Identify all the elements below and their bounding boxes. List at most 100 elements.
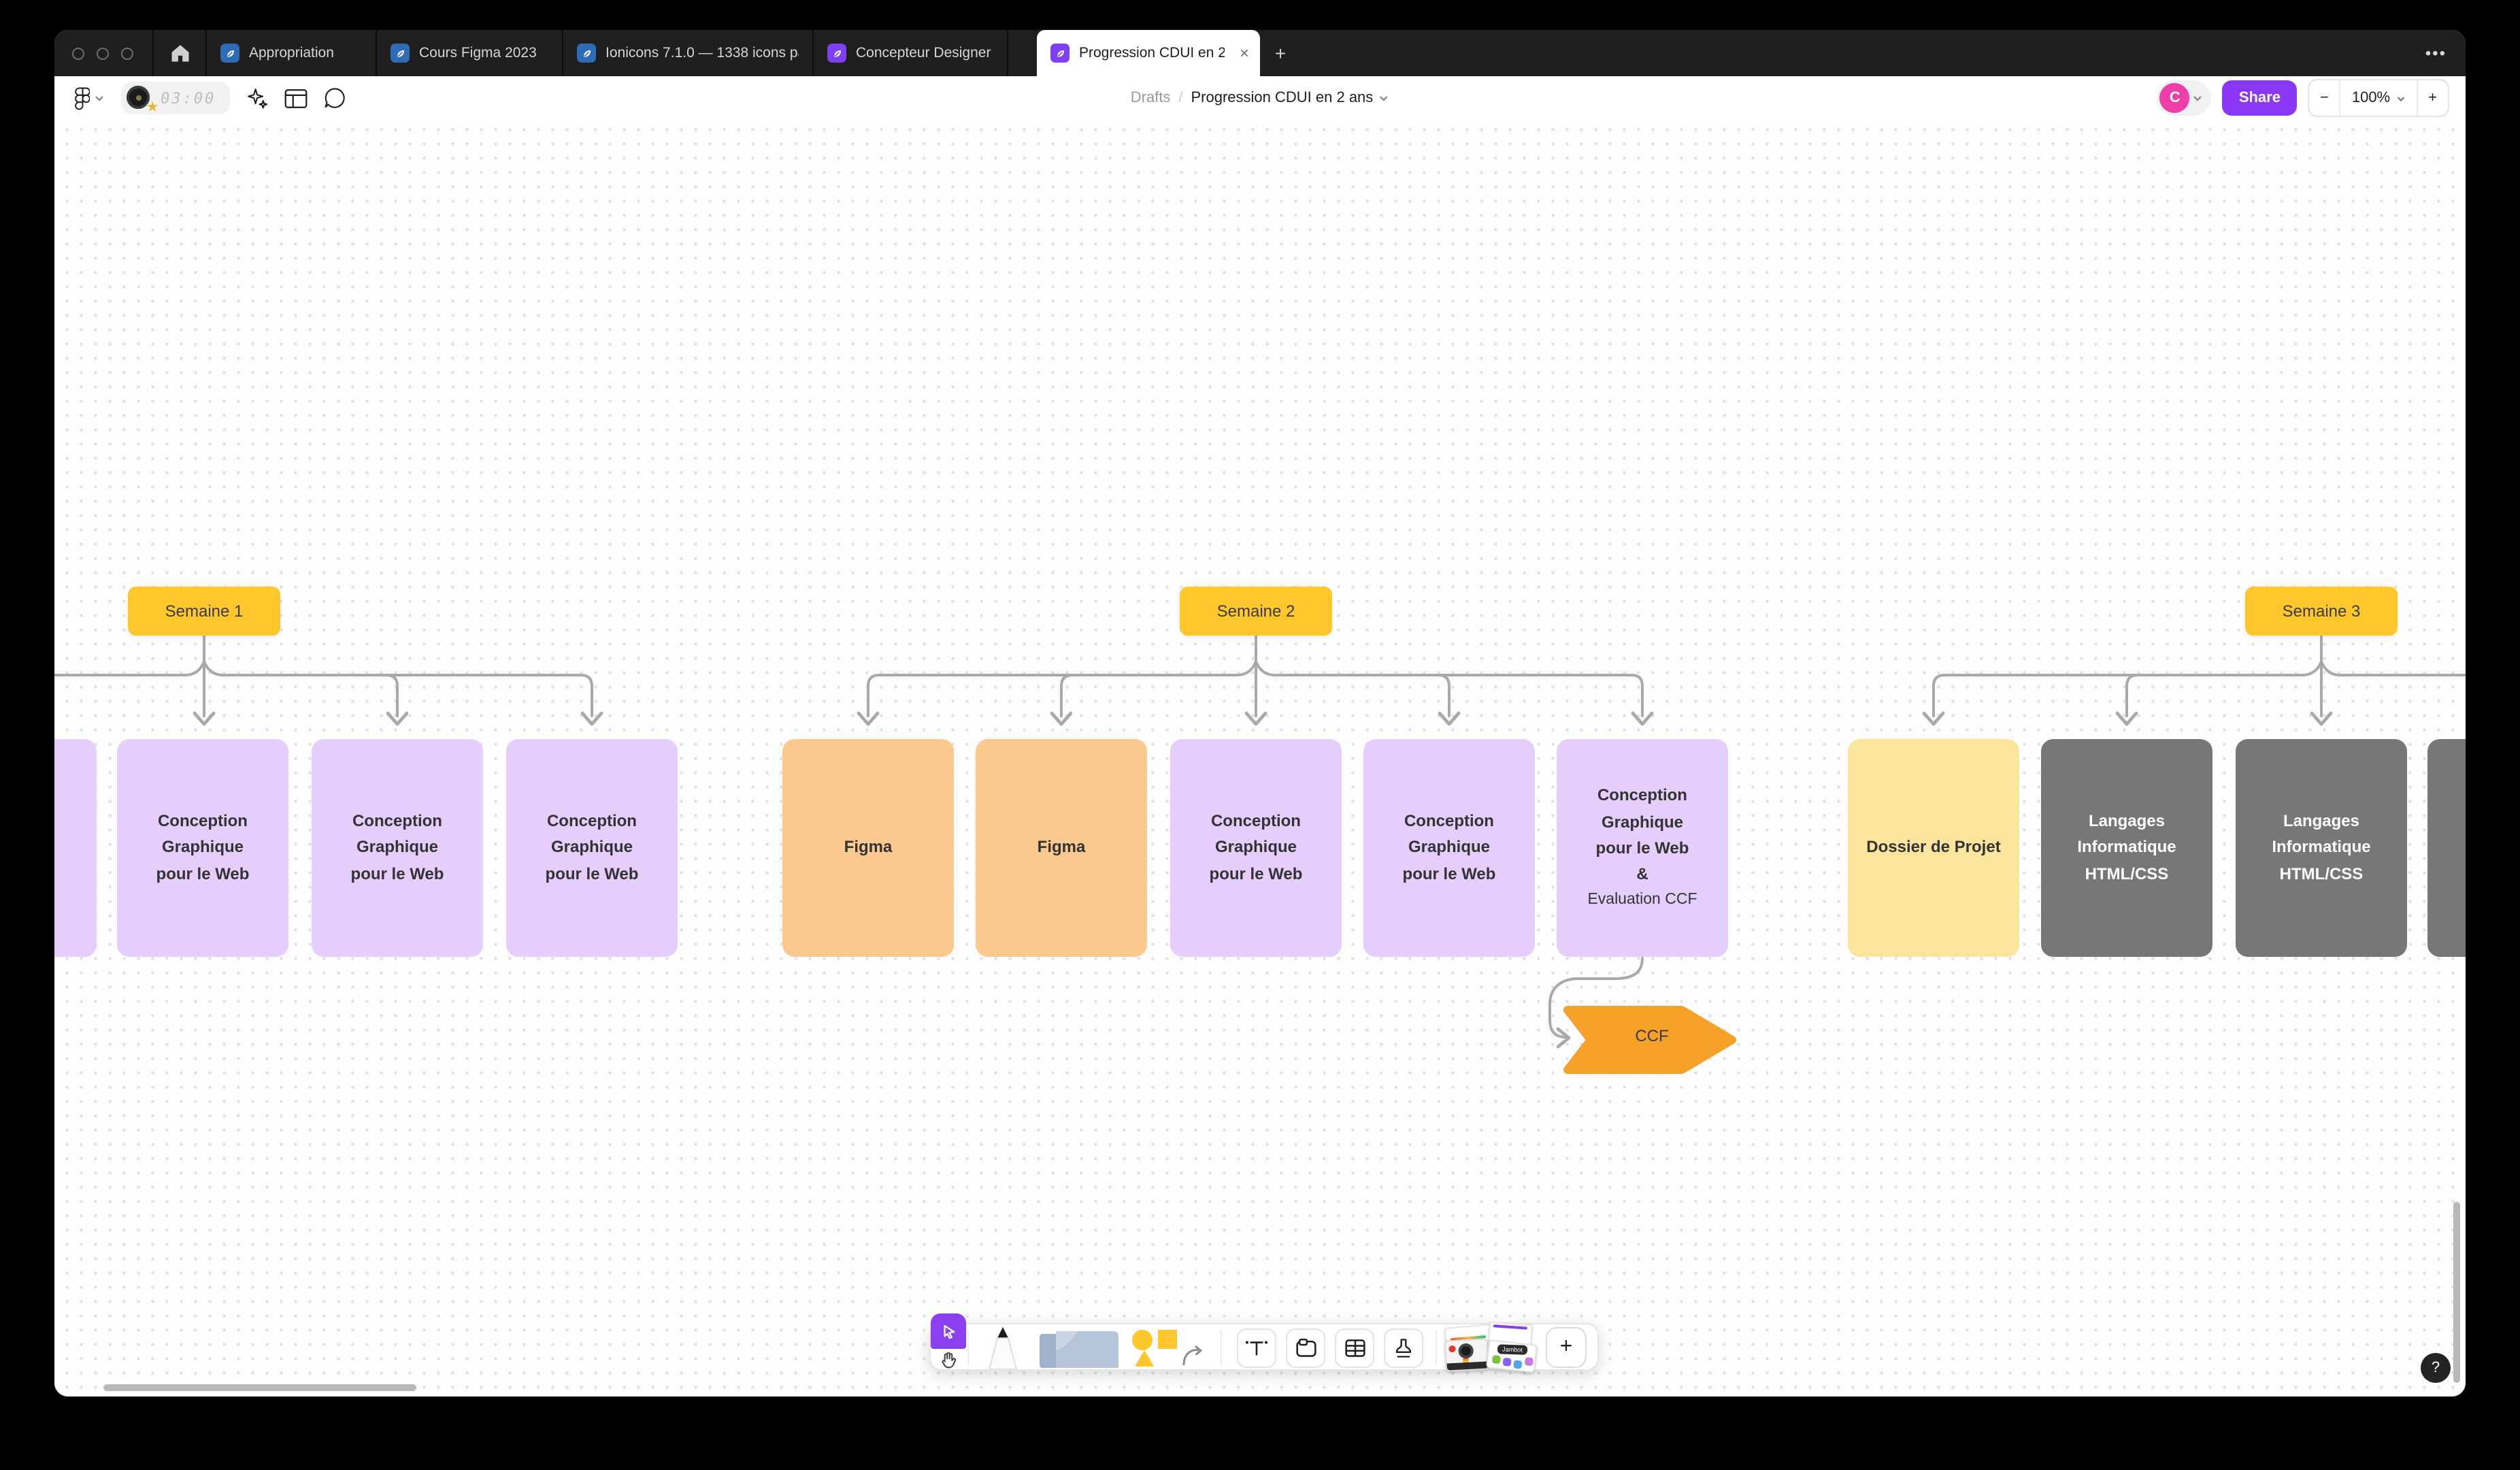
help-button[interactable]: ? [2421,1353,2451,1383]
card-figma-1[interactable]: Figma [782,739,954,957]
tab-bar: Appropriation Cours Figma 2023 Ionicons … [54,30,2466,76]
sticky-note-tool-button[interactable] [1037,1328,1121,1375]
week-header-semaine-2[interactable]: Semaine 2 [1180,587,1332,636]
main-menu-button[interactable] [73,86,105,110]
section-tool-button[interactable] [1286,1328,1325,1368]
week-header-semaine-1[interactable]: Semaine 1 [128,587,280,636]
window-close-button[interactable] [72,47,84,59]
figjam-canvas[interactable]: Semaine 1 Semaine 2 Semaine 3 Conception… [54,120,2466,1396]
top-toolbar: ★ 03:00 [54,76,2466,121]
tab-appropriation[interactable]: Appropriation [207,30,377,76]
tab-label: Cours Figma 2023 [419,45,537,61]
stamp-icon [1395,1339,1412,1358]
templates-button[interactable] [284,88,307,108]
tab-progression-cdui-active[interactable]: Progression CDUI en 2 ans × [1037,30,1260,76]
circle-shape-icon [1132,1330,1153,1350]
zoom-level-value: 100% [2351,90,2391,106]
card-clipped-right[interactable] [2427,739,2466,957]
stamp-tool-button[interactable] [1384,1328,1423,1368]
window-zoom-button[interactable] [121,47,133,59]
comment-bubble-icon [324,88,344,108]
card-langages-informatique-2[interactable]: Langages Informatique HTML/CSS [2236,739,2407,957]
tab-label: Concepteur Designer UI [856,45,993,61]
card-conception-graphique-5[interactable]: Conception Graphique pour le Web [1363,739,1535,957]
text-icon [1245,1341,1268,1356]
new-tab-button[interactable]: + [1274,42,1287,64]
figma-app-window: Appropriation Cours Figma 2023 Ionicons … [54,30,2466,1396]
card-conception-graphique-3[interactable]: Conception Graphique pour le Web [506,739,678,957]
add-tool-button[interactable]: + [1546,1327,1587,1368]
horizontal-scrollbar[interactable] [103,1384,416,1391]
divider [967,1330,969,1365]
design-file-icon [220,44,239,63]
widgets-gallery-button[interactable]: Jambot [1442,1321,1540,1373]
ai-button[interactable] [246,87,267,109]
design-file-icon [391,44,410,63]
shape-tools-button[interactable] [1132,1330,1211,1367]
text-tool-button[interactable] [1237,1328,1276,1368]
tab-concepteur-designer-ui[interactable]: Concepteur Designer UI [814,30,1008,76]
tab-cours-figma-2023[interactable]: Cours Figma 2023 [377,30,563,76]
tab-ionicons[interactable]: Ionicons 7.1.0 — 1338 icons pack (0 [563,30,814,76]
marker-tool-button[interactable] [980,1327,1026,1376]
home-icon [171,45,188,62]
breadcrumb-drafts[interactable]: Drafts [1130,90,1171,106]
divider [1221,1330,1222,1365]
cursor-icon [943,1324,955,1339]
chevron-down-icon [95,96,103,101]
card-langages-informatique-1[interactable]: Langages Informatique HTML/CSS [2041,739,2212,957]
week-header-semaine-3[interactable]: Semaine 3 [2245,587,2398,636]
vertical-scrollbar[interactable] [2453,1202,2460,1383]
table-icon [1344,1339,1365,1357]
window-minimize-button[interactable] [97,47,109,59]
tab-label: Progression CDUI en 2 ans [1079,45,1225,61]
close-icon[interactable]: × [1239,44,1249,63]
card-figma-2[interactable]: Figma [976,739,1147,957]
hand-icon [942,1352,957,1369]
divider [152,30,154,76]
account-menu[interactable]: C [2157,80,2212,116]
overflow-menu-button[interactable]: ••• [2425,44,2447,63]
tab-label: Ionicons 7.1.0 — 1338 icons pack (0 [606,45,799,61]
vinyl-record-icon: ★ [127,84,159,116]
hand-tool-button[interactable] [936,1349,961,1371]
ccf-arrow-label: CCF [1635,1026,1669,1045]
window-controls [54,30,152,76]
breadcrumb: Drafts / Progression CDUI en 2 ans [1131,76,1390,120]
share-button[interactable]: Share [2222,80,2297,116]
card-clipped-left[interactable] [54,739,97,957]
polaroid-camera-icon [1444,1338,1490,1372]
figma-logo-icon [75,86,90,110]
avatar: C [2159,83,2190,113]
comment-button[interactable] [323,87,345,109]
card-conception-evaluation-ccf[interactable]: Conception Graphique pour le Web & Evalu… [1557,739,1728,957]
zoom-controls: − 100% + [2307,79,2449,117]
zoom-out-button[interactable]: − [2319,90,2329,106]
jambot-label: Jambot [1497,1344,1528,1355]
chevron-down-icon [1380,96,1389,101]
jambot-widget-thumbnail: Jambot [1486,1339,1538,1373]
divider [205,30,207,76]
file-title-dropdown[interactable]: Progression CDUI en 2 ans [1191,90,1390,106]
card-conception-graphique-4[interactable]: Conception Graphique pour le Web [1170,739,1342,957]
sparkle-icon [247,88,267,109]
toolbar-right-group: C Share − 100% + [2157,76,2449,120]
figjam-board-icon [827,44,846,63]
card-conception-graphique-2[interactable]: Conception Graphique pour le Web [312,739,483,957]
card-dossier-de-projet[interactable]: Dossier de Projet [1848,739,2019,957]
breadcrumb-separator: / [1178,90,1183,106]
connector-arrow-icon [1182,1345,1203,1366]
select-tool-button[interactable] [931,1313,966,1349]
zoom-in-button[interactable]: + [2416,80,2448,116]
chevron-down-icon [2193,96,2202,101]
zoom-level-dropdown[interactable]: 100% [2339,80,2416,116]
table-tool-button[interactable] [1335,1328,1374,1368]
card-sublabel: Evaluation CCF [1587,892,1697,909]
music-timer-widget[interactable]: ★ 03:00 [121,82,230,116]
home-button[interactable] [154,30,205,76]
figjam-board-icon [1050,44,1070,63]
card-conception-graphique-1[interactable]: Conception Graphique pour le Web [117,739,288,957]
sticky-note-icon [1040,1331,1118,1368]
page-title: Progression CDUI en 2 ans [1191,90,1374,106]
section-icon [1295,1338,1316,1357]
